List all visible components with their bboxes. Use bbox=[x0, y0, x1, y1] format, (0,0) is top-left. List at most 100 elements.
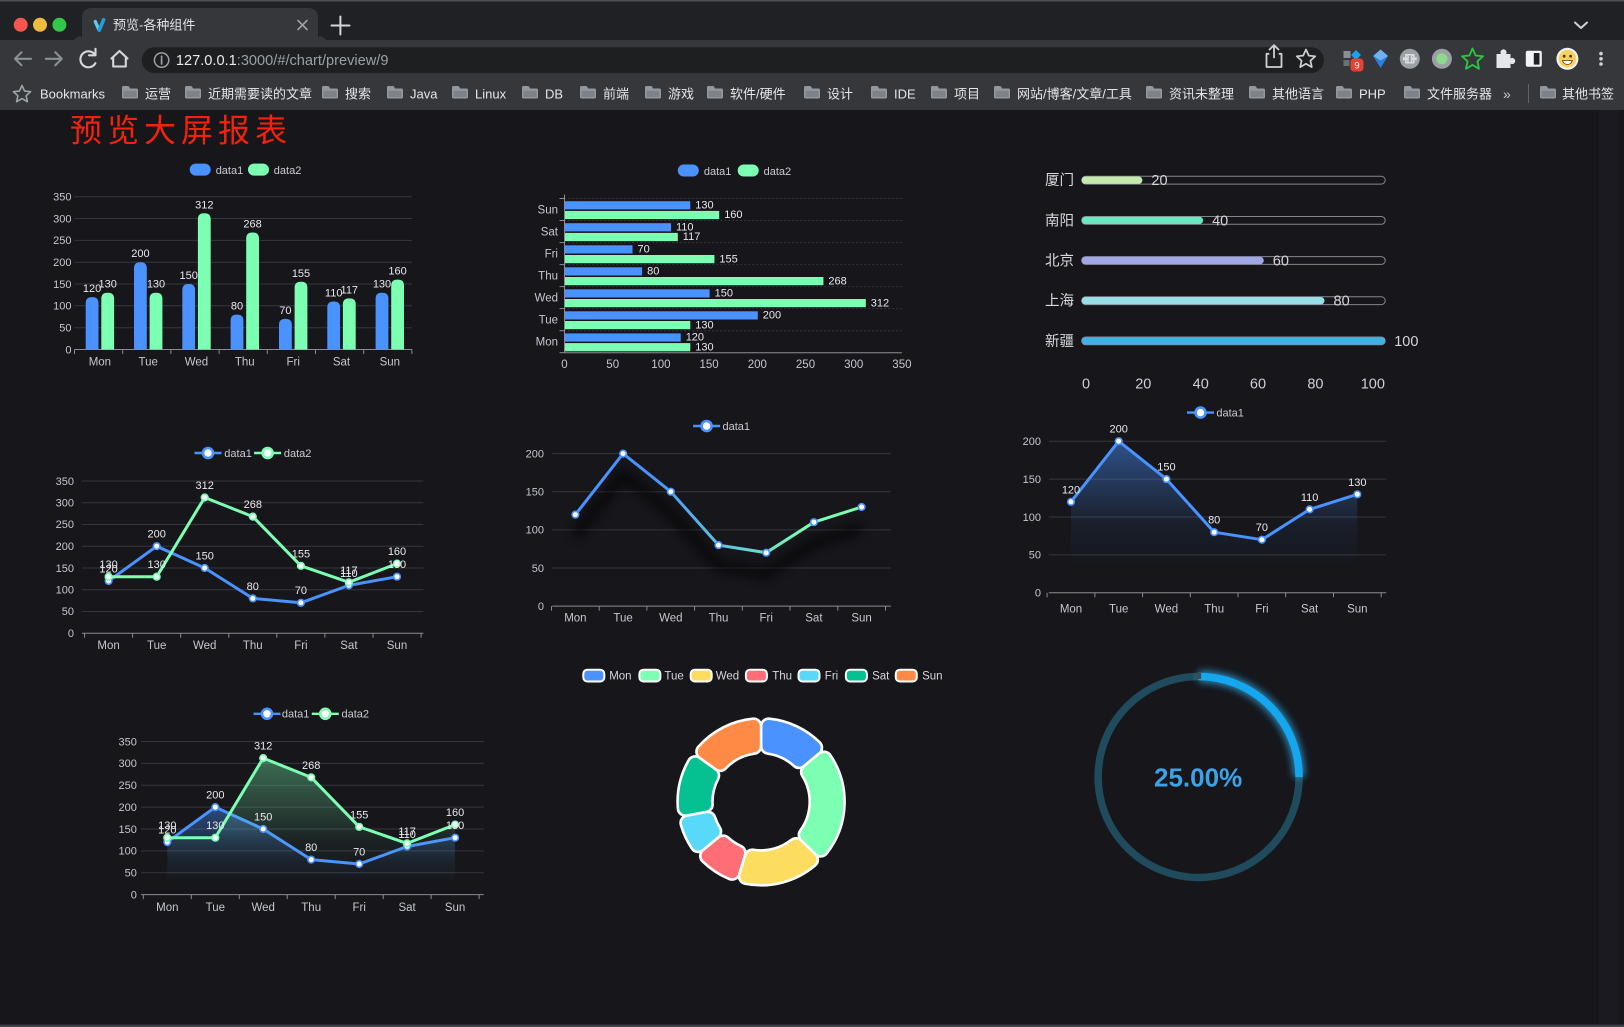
svg-text:Wed: Wed bbox=[251, 902, 274, 914]
svg-text:Sat: Sat bbox=[805, 613, 823, 625]
svg-text:新疆: 新疆 bbox=[1045, 333, 1074, 350]
svg-text:150: 150 bbox=[700, 359, 719, 371]
svg-text:200: 200 bbox=[131, 248, 149, 260]
svg-text:150: 150 bbox=[180, 270, 198, 282]
svg-text:100: 100 bbox=[119, 846, 137, 858]
svg-text:130: 130 bbox=[147, 279, 165, 291]
svg-text:200: 200 bbox=[119, 802, 137, 814]
svg-text:70: 70 bbox=[1256, 522, 1268, 534]
svg-text:110: 110 bbox=[676, 222, 694, 234]
svg-text:Fri: Fri bbox=[825, 671, 838, 683]
svg-text:150: 150 bbox=[196, 551, 214, 563]
svg-text:Thu: Thu bbox=[538, 271, 558, 283]
svg-text:data2: data2 bbox=[284, 448, 312, 460]
svg-text:Mon: Mon bbox=[536, 337, 558, 349]
svg-text:50: 50 bbox=[59, 323, 71, 335]
svg-text:80: 80 bbox=[231, 301, 243, 313]
svg-text:80: 80 bbox=[247, 581, 259, 593]
svg-text:130: 130 bbox=[1348, 477, 1366, 489]
svg-text:130: 130 bbox=[99, 559, 117, 571]
svg-text:70: 70 bbox=[638, 244, 650, 256]
svg-text:200: 200 bbox=[206, 790, 224, 802]
svg-text:300: 300 bbox=[53, 213, 71, 225]
svg-text:130: 130 bbox=[446, 820, 464, 832]
svg-text:Mon: Mon bbox=[564, 613, 586, 625]
svg-text:200: 200 bbox=[748, 359, 767, 371]
svg-text:150: 150 bbox=[119, 824, 137, 836]
svg-text:Wed: Wed bbox=[1155, 604, 1178, 616]
svg-text:200: 200 bbox=[763, 310, 781, 322]
svg-text:0: 0 bbox=[131, 889, 137, 901]
svg-text:运营: 运营 bbox=[145, 86, 171, 101]
svg-text:Sat: Sat bbox=[541, 227, 559, 239]
svg-text:Wed: Wed bbox=[716, 671, 739, 683]
svg-text:130: 130 bbox=[148, 559, 166, 571]
svg-text:130: 130 bbox=[206, 820, 224, 832]
svg-text:350: 350 bbox=[892, 359, 911, 371]
svg-text:250: 250 bbox=[56, 519, 74, 531]
svg-text:Java: Java bbox=[410, 86, 438, 101]
svg-text:117: 117 bbox=[340, 565, 358, 577]
svg-text:data1: data1 bbox=[723, 421, 751, 433]
svg-text:Thu: Thu bbox=[709, 613, 729, 625]
svg-text:100: 100 bbox=[651, 359, 670, 371]
svg-text:200: 200 bbox=[56, 541, 74, 553]
svg-text:150: 150 bbox=[1157, 462, 1175, 474]
svg-text:Sat: Sat bbox=[333, 357, 351, 369]
svg-text:»: » bbox=[1503, 86, 1511, 102]
svg-text:80: 80 bbox=[305, 842, 317, 854]
svg-text:150: 150 bbox=[1023, 474, 1041, 486]
svg-text:Tue: Tue bbox=[664, 671, 683, 683]
svg-text:300: 300 bbox=[844, 359, 863, 371]
svg-text:50: 50 bbox=[606, 359, 619, 371]
svg-text:268: 268 bbox=[244, 499, 262, 511]
svg-text:预览-各种组件: 预览-各种组件 bbox=[113, 18, 195, 33]
svg-text:120: 120 bbox=[99, 564, 117, 576]
svg-text:110: 110 bbox=[340, 568, 358, 580]
svg-text:120: 120 bbox=[83, 283, 101, 295]
svg-text:160: 160 bbox=[724, 209, 742, 221]
svg-text:0: 0 bbox=[1082, 376, 1090, 392]
svg-text:160: 160 bbox=[388, 546, 406, 558]
svg-text:117: 117 bbox=[341, 284, 359, 296]
svg-text:Fri: Fri bbox=[352, 902, 365, 914]
svg-text:155: 155 bbox=[292, 268, 310, 280]
svg-text:Sat: Sat bbox=[872, 671, 890, 683]
svg-text:20: 20 bbox=[1135, 376, 1151, 392]
svg-text:网站/博客/文章/工具: 网站/博客/文章/工具 bbox=[1017, 86, 1132, 101]
svg-text:南阳: 南阳 bbox=[1045, 212, 1074, 229]
svg-text:110: 110 bbox=[398, 829, 416, 841]
svg-text:Wed: Wed bbox=[659, 613, 682, 625]
svg-text:100: 100 bbox=[1394, 334, 1418, 350]
svg-text:9: 9 bbox=[1354, 61, 1359, 72]
svg-text:资讯未整理: 资讯未整理 bbox=[1169, 86, 1234, 101]
svg-text:70: 70 bbox=[279, 305, 291, 317]
svg-text:其他书签: 其他书签 bbox=[1562, 86, 1614, 101]
svg-text:80: 80 bbox=[1307, 376, 1323, 392]
svg-text:上海: 上海 bbox=[1045, 293, 1074, 310]
svg-text:250: 250 bbox=[796, 359, 815, 371]
svg-text:200: 200 bbox=[526, 448, 544, 460]
svg-text:Thu: Thu bbox=[235, 357, 255, 369]
svg-text:200: 200 bbox=[1110, 424, 1128, 436]
svg-text:Sun: Sun bbox=[387, 640, 407, 652]
svg-text:117: 117 bbox=[683, 231, 701, 243]
svg-text:Sat: Sat bbox=[1301, 604, 1319, 616]
svg-text:160: 160 bbox=[446, 807, 464, 819]
svg-text:data1: data1 bbox=[224, 448, 252, 460]
svg-text:100: 100 bbox=[53, 301, 71, 313]
svg-text:Sat: Sat bbox=[340, 640, 358, 652]
svg-text:130: 130 bbox=[158, 820, 176, 832]
svg-text:Linux: Linux bbox=[475, 86, 507, 101]
svg-text:近期需要读的文章: 近期需要读的文章 bbox=[208, 86, 312, 101]
svg-text:130: 130 bbox=[695, 341, 713, 353]
svg-text:130: 130 bbox=[99, 279, 117, 291]
svg-text:70: 70 bbox=[295, 585, 307, 597]
svg-text:data1: data1 bbox=[704, 166, 732, 178]
svg-text:项目: 项目 bbox=[954, 86, 980, 101]
svg-text:100: 100 bbox=[1023, 512, 1041, 524]
svg-text:Thu: Thu bbox=[772, 671, 792, 683]
svg-text:Wed: Wed bbox=[535, 293, 558, 305]
svg-text:40: 40 bbox=[1193, 376, 1209, 392]
svg-text:Fri: Fri bbox=[545, 249, 558, 261]
